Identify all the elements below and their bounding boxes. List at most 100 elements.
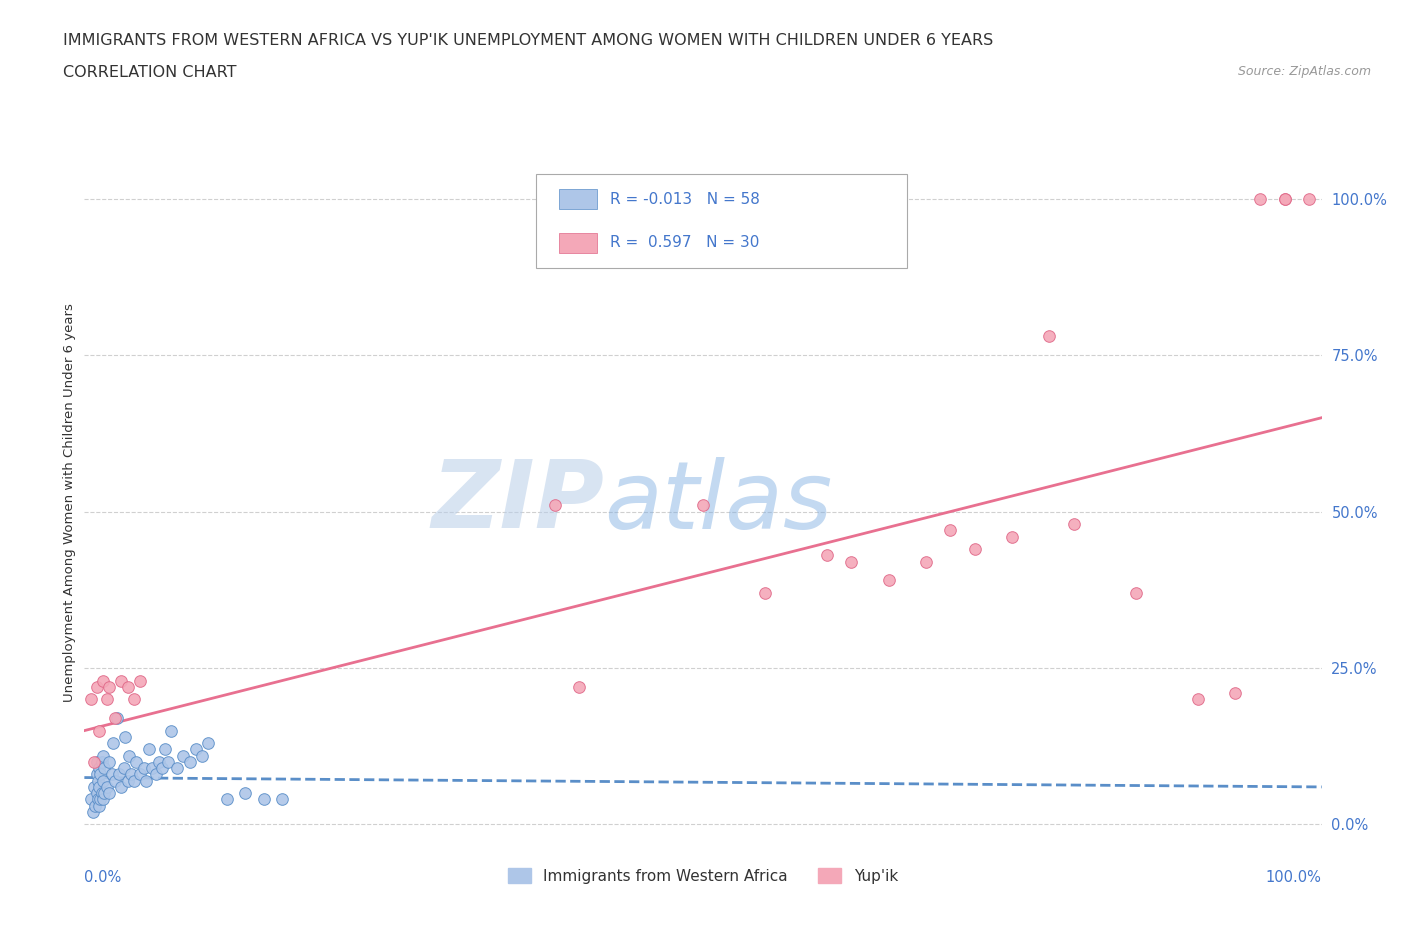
Point — [82, 804, 104, 819]
Point — [153, 742, 176, 757]
Point — [98, 786, 121, 801]
Point — [89, 792, 111, 807]
Point — [112, 761, 135, 776]
Point — [93, 786, 115, 801]
Point — [1274, 192, 1296, 206]
Point — [96, 779, 118, 794]
Point — [1274, 192, 1296, 206]
Point — [1038, 329, 1060, 344]
Point — [122, 692, 145, 707]
Point — [86, 767, 108, 782]
Point — [87, 792, 110, 807]
Point — [104, 711, 127, 725]
Point — [104, 773, 127, 788]
Point — [939, 523, 962, 538]
Point — [125, 754, 148, 769]
Point — [120, 767, 142, 782]
Point — [148, 754, 170, 769]
Point — [89, 767, 111, 782]
Point — [84, 798, 107, 813]
Point — [91, 749, 114, 764]
Point — [172, 749, 194, 764]
Point — [754, 586, 776, 601]
Point — [166, 761, 188, 776]
Point — [197, 736, 219, 751]
Point — [79, 792, 101, 807]
Point — [145, 767, 167, 782]
Point — [117, 773, 139, 788]
Point — [543, 498, 565, 512]
Point — [132, 761, 155, 776]
Text: R =  0.597   N = 30: R = 0.597 N = 30 — [610, 235, 759, 250]
Point — [157, 754, 180, 769]
Point — [179, 754, 201, 769]
Point — [150, 761, 173, 776]
FancyBboxPatch shape — [536, 174, 907, 268]
Point — [129, 673, 152, 688]
Point — [815, 548, 838, 563]
Point — [91, 792, 114, 807]
Point — [91, 773, 114, 788]
FancyBboxPatch shape — [560, 232, 596, 253]
Point — [191, 749, 214, 764]
Point — [1223, 685, 1246, 700]
Point — [93, 761, 115, 776]
Text: 100.0%: 100.0% — [1265, 870, 1322, 885]
Point — [83, 754, 105, 769]
Point — [91, 673, 114, 688]
Text: ZIP: ZIP — [432, 457, 605, 548]
Point — [98, 754, 121, 769]
Point — [965, 541, 987, 556]
Point — [914, 554, 936, 569]
Point — [233, 786, 256, 801]
Point — [86, 786, 108, 801]
Point — [1125, 586, 1147, 601]
Text: 0.0%: 0.0% — [84, 870, 121, 885]
Text: CORRELATION CHART: CORRELATION CHART — [63, 65, 236, 80]
Point — [87, 773, 110, 788]
Point — [138, 742, 160, 757]
Point — [110, 673, 132, 688]
Point — [96, 692, 118, 707]
Point — [89, 761, 111, 776]
Point — [118, 749, 141, 764]
Point — [105, 711, 128, 725]
Legend: Immigrants from Western Africa, Yup'ik: Immigrants from Western Africa, Yup'ik — [502, 861, 904, 890]
Point — [877, 573, 900, 588]
Point — [568, 680, 591, 695]
Point — [160, 724, 183, 738]
Point — [100, 767, 122, 782]
Point — [1298, 192, 1320, 206]
Text: IMMIGRANTS FROM WESTERN AFRICA VS YUP'IK UNEMPLOYMENT AMONG WOMEN WITH CHILDREN : IMMIGRANTS FROM WESTERN AFRICA VS YUP'IK… — [63, 33, 994, 47]
Point — [79, 692, 101, 707]
Point — [90, 786, 112, 801]
Text: Source: ZipAtlas.com: Source: ZipAtlas.com — [1237, 65, 1371, 78]
Point — [101, 736, 124, 751]
Point — [692, 498, 714, 512]
Point — [86, 754, 108, 769]
Point — [215, 792, 238, 807]
Point — [86, 680, 108, 695]
Point — [1001, 529, 1024, 544]
Point — [117, 680, 139, 695]
Point — [1187, 692, 1209, 707]
Point — [841, 554, 863, 569]
Point — [129, 767, 152, 782]
Point — [90, 754, 112, 769]
Text: R = -0.013   N = 58: R = -0.013 N = 58 — [610, 192, 761, 206]
Point — [1063, 517, 1085, 532]
Point — [184, 742, 207, 757]
Point — [89, 798, 111, 813]
Point — [114, 729, 136, 744]
Text: atlas: atlas — [605, 457, 832, 548]
Point — [253, 792, 276, 807]
Point — [83, 779, 105, 794]
Point — [135, 773, 157, 788]
Point — [141, 761, 163, 776]
Point — [89, 724, 111, 738]
FancyBboxPatch shape — [560, 189, 596, 209]
Point — [1249, 192, 1271, 206]
Point — [110, 779, 132, 794]
Y-axis label: Unemployment Among Women with Children Under 6 years: Unemployment Among Women with Children U… — [63, 303, 76, 701]
Point — [122, 773, 145, 788]
